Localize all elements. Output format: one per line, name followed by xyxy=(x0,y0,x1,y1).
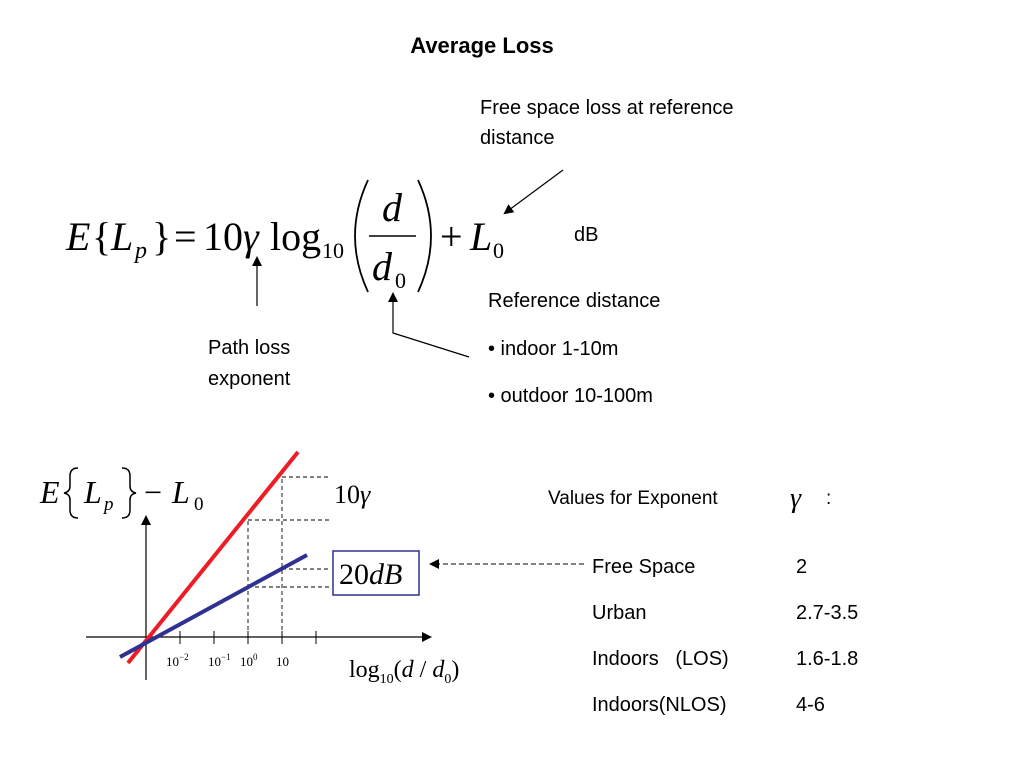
graph-xlabel: log10(d / d0) xyxy=(349,657,459,687)
exponent-row-label-urban: Urban xyxy=(592,602,647,624)
formula-coefficient: 10 xyxy=(203,214,243,259)
graph-ylabel-minus: − xyxy=(144,474,162,510)
formula-right-paren xyxy=(417,179,432,293)
exponent-table-colon: : xyxy=(826,488,832,509)
reference-indoor-bullet: • indoor 1-10m xyxy=(488,338,619,360)
path-loss-exponent-note: Path loss exponent xyxy=(208,333,348,395)
exponent-row-value-indoors-los: 1.6-1.8 xyxy=(796,648,859,670)
graph-ylabel-E: E xyxy=(39,474,60,510)
slope-label-coefficient: 10 xyxy=(334,480,360,509)
x-tick-label-4: 10 xyxy=(276,654,289,669)
exponent-gamma-symbol: γ xyxy=(790,484,802,514)
formula-sub-p: p xyxy=(133,238,147,264)
exponent-row-label-indoors-nlos: Indoors(NLOS) xyxy=(592,694,727,716)
exponent-gamma-text: γ xyxy=(790,484,802,514)
formula-plus: + xyxy=(440,214,463,259)
path-loss-note-line2: exponent xyxy=(208,368,291,390)
reference-distance-arrow xyxy=(388,292,470,358)
box-label-number: 20 xyxy=(339,558,369,591)
x-tick-label-2: 10−1 xyxy=(208,652,231,669)
page-title: Average Loss xyxy=(410,33,554,58)
exponent-row-value-free-space: 2 xyxy=(796,556,808,578)
exponent-table-heading: Values for Exponent xyxy=(548,488,718,509)
db-unit-label: dB xyxy=(574,224,599,246)
free-space-note-line2: distance xyxy=(480,127,555,149)
graph-ylabel-L: L xyxy=(83,474,102,510)
formula-L0: L xyxy=(469,214,492,259)
formula-denominator-sub: 0 xyxy=(395,268,406,293)
formula-equals: = xyxy=(174,214,197,259)
exponent-row-label-indoors-los: Indoors (LOS) xyxy=(592,648,729,670)
formula-log-base: 10 xyxy=(322,238,344,263)
formula-denominator: d xyxy=(372,244,393,289)
x-tick-label-3: 100 xyxy=(240,652,258,669)
exponent-row-value-urban: 2.7-3.5 xyxy=(796,602,859,624)
graph-ylabel-right-brace xyxy=(121,467,137,519)
box-label-unit: dB xyxy=(369,558,402,591)
formula-numerator: d xyxy=(382,185,403,230)
20db-box xyxy=(332,550,420,596)
free-space-loss-note: Free space loss at reference distance xyxy=(480,93,820,153)
reference-outdoor-bullet: • outdoor 10-100m xyxy=(488,385,653,407)
free-space-note-line1: Free space loss at reference xyxy=(480,97,734,119)
graph-ylabel-p: p xyxy=(102,494,114,515)
formula-L: L xyxy=(110,214,133,259)
free-space-arrow xyxy=(503,169,564,215)
formula-left-brace: { xyxy=(92,214,111,259)
steep-slope-line xyxy=(126,450,300,665)
path-loss-note-line1: Path loss xyxy=(208,337,291,359)
x-tick-label-1: 10−2 xyxy=(166,652,189,669)
formula-left-paren xyxy=(354,179,369,293)
formula-right-brace: } xyxy=(152,214,171,259)
slope-label-gamma: γ xyxy=(360,480,371,509)
graph-ylabel-L0: L xyxy=(171,474,190,510)
exponent-row-label-free-space: Free Space xyxy=(592,556,696,578)
exponent-row-value-indoors-nlos: 4-6 xyxy=(796,694,825,716)
formula-gamma: γ xyxy=(243,214,260,259)
formula-log: log xyxy=(270,214,321,259)
graph-ylabel-left-brace xyxy=(63,467,79,519)
formula-E: E xyxy=(65,214,90,259)
reference-distance-label: Reference distance xyxy=(488,290,661,312)
graph-ylabel-L0-sub: 0 xyxy=(194,494,204,515)
formula-L0-sub: 0 xyxy=(493,238,504,263)
shallow-slope-line xyxy=(119,553,308,659)
